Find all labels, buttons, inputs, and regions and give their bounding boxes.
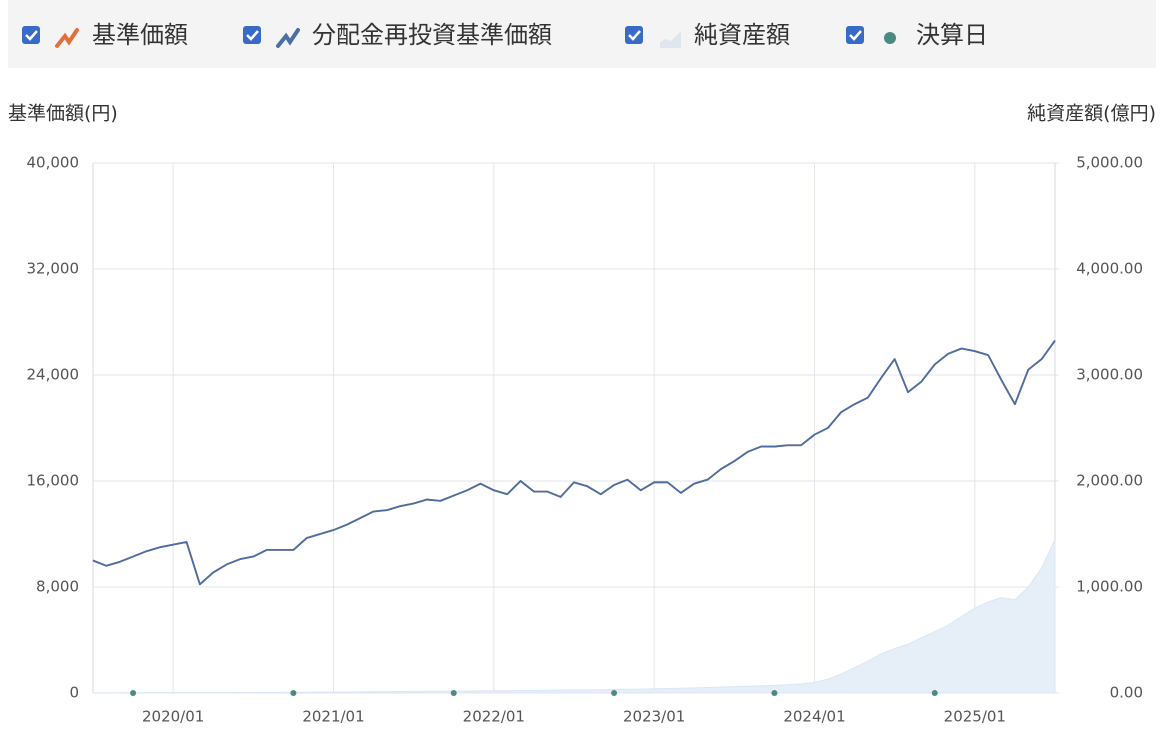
y-tick-label: 32,000 <box>27 260 80 278</box>
legend-item[interactable]: 基準価額 <box>22 21 188 49</box>
y-tick-label: 40,000 <box>27 154 80 172</box>
y-tick-label: 8,000 <box>36 578 79 596</box>
dot <box>611 690 618 696</box>
y2-axis-title: 純資産額(億円) <box>1027 103 1156 125</box>
legend-icon <box>884 32 896 44</box>
y2-tick-label: 3,000.00 <box>1076 366 1143 384</box>
line <box>92 340 1056 586</box>
area-layer <box>92 539 1056 694</box>
legend-item[interactable]: 決算日 <box>846 21 988 49</box>
y2-tick-label: 4,000.00 <box>1076 260 1143 278</box>
x-tick-label: 2023/01 <box>623 708 685 726</box>
dot <box>771 690 778 696</box>
legend-icon <box>276 28 300 48</box>
checkbox[interactable] <box>625 26 643 44</box>
dot <box>290 690 297 696</box>
y2-tick-label: 2,000.00 <box>1076 472 1143 490</box>
line-layer <box>92 340 1056 586</box>
y-tick-label: 16,000 <box>27 472 80 490</box>
y-tick-label: 24,000 <box>27 366 80 384</box>
x-tick-label: 2020/01 <box>142 708 204 726</box>
legend-bar <box>8 0 1156 68</box>
checkbox[interactable] <box>22 26 40 44</box>
x-tick-label: 2025/01 <box>944 708 1006 726</box>
legend-item[interactable]: 分配金再投資基準価額 <box>243 21 552 49</box>
x-tick-label: 2022/01 <box>463 708 525 726</box>
check-mark <box>25 30 38 41</box>
legend-icon <box>55 28 79 48</box>
y2-tick-label: 5,000.00 <box>1076 154 1143 172</box>
y-tick-label: 0 <box>69 684 79 702</box>
line <box>92 340 1056 586</box>
legend-label: 基準価額 <box>92 21 188 49</box>
y2-tick-label: 1,000.00 <box>1076 578 1143 596</box>
y-axis-title: 基準価額(円) <box>8 103 118 125</box>
dot <box>450 690 457 696</box>
dot <box>130 690 137 696</box>
y2-tick-label: 0.00 <box>1110 684 1143 702</box>
legend-label: 決算日 <box>916 21 988 49</box>
x-tick-label: 2024/01 <box>783 708 845 726</box>
dot <box>931 690 938 696</box>
checkbox[interactable] <box>243 26 261 44</box>
check-mark <box>246 30 259 41</box>
grid <box>92 162 1059 694</box>
area <box>92 539 1056 694</box>
checkbox[interactable] <box>846 26 864 44</box>
check-mark <box>628 30 641 41</box>
legend-label: 分配金再投資基準価額 <box>312 21 552 49</box>
legend-label: 純資産額 <box>694 21 790 49</box>
check-mark <box>849 30 862 41</box>
x-tick-label: 2021/01 <box>302 708 364 726</box>
legend-item[interactable]: 純資産額 <box>625 21 790 49</box>
dot-layer <box>130 690 938 696</box>
legend-icon <box>660 31 681 48</box>
